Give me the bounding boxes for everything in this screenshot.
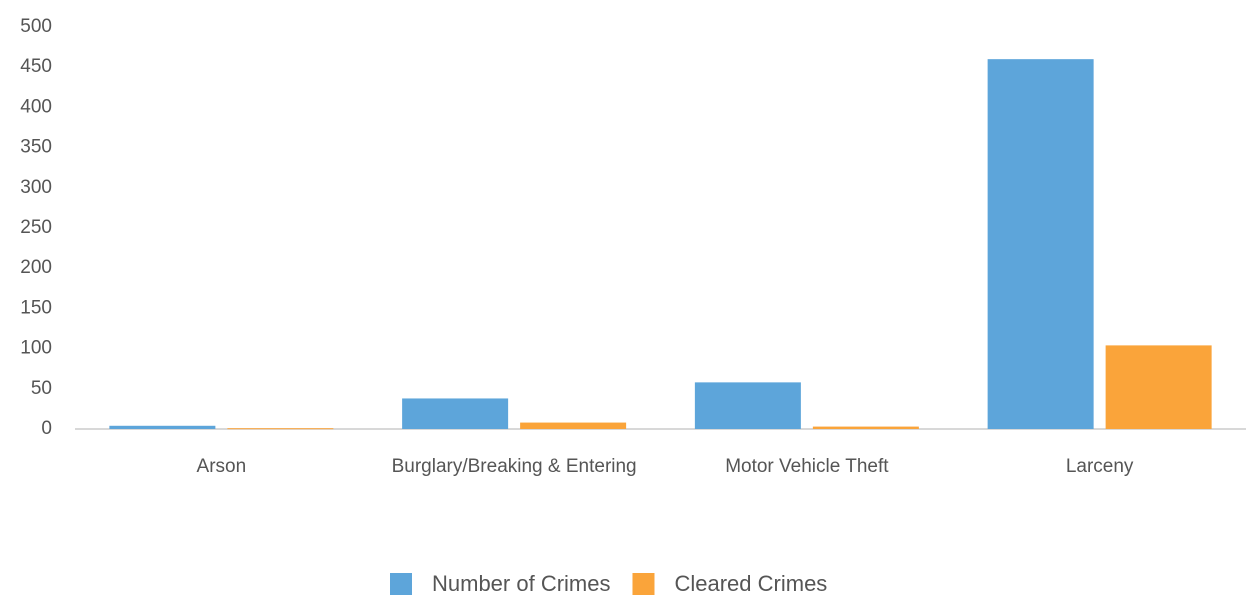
y-tick-label: 50 xyxy=(31,378,52,399)
y-tick-label: 250 xyxy=(20,217,52,238)
y-tick-label: 200 xyxy=(20,257,52,278)
x-tick-label: Burglary/Breaking & Entering xyxy=(391,456,637,477)
legend-swatch xyxy=(632,573,655,595)
bar xyxy=(402,398,509,429)
y-tick-label: 350 xyxy=(20,137,52,158)
bar xyxy=(987,59,1094,429)
bar xyxy=(694,382,801,429)
bar xyxy=(109,425,216,429)
y-tick-label: 300 xyxy=(20,177,52,198)
bar xyxy=(520,422,627,429)
y-tick-label: 100 xyxy=(20,338,52,359)
legend-label: Cleared Crimes xyxy=(674,571,827,596)
y-tick-label: 450 xyxy=(20,56,52,77)
legend-label: Number of Crimes xyxy=(432,571,610,596)
bar xyxy=(1105,345,1212,429)
x-tick-label: Arson xyxy=(196,456,247,477)
legend-swatch xyxy=(390,573,412,595)
x-tick-label: Motor Vehicle Theft xyxy=(725,456,889,477)
y-tick-label: 150 xyxy=(20,297,52,318)
bar xyxy=(812,426,919,429)
y-tick-label: 400 xyxy=(20,96,52,117)
x-tick-label: Larceny xyxy=(1065,456,1134,477)
bar xyxy=(227,428,334,430)
y-tick-label: 0 xyxy=(41,418,52,439)
y-tick-label: 500 xyxy=(20,16,52,37)
